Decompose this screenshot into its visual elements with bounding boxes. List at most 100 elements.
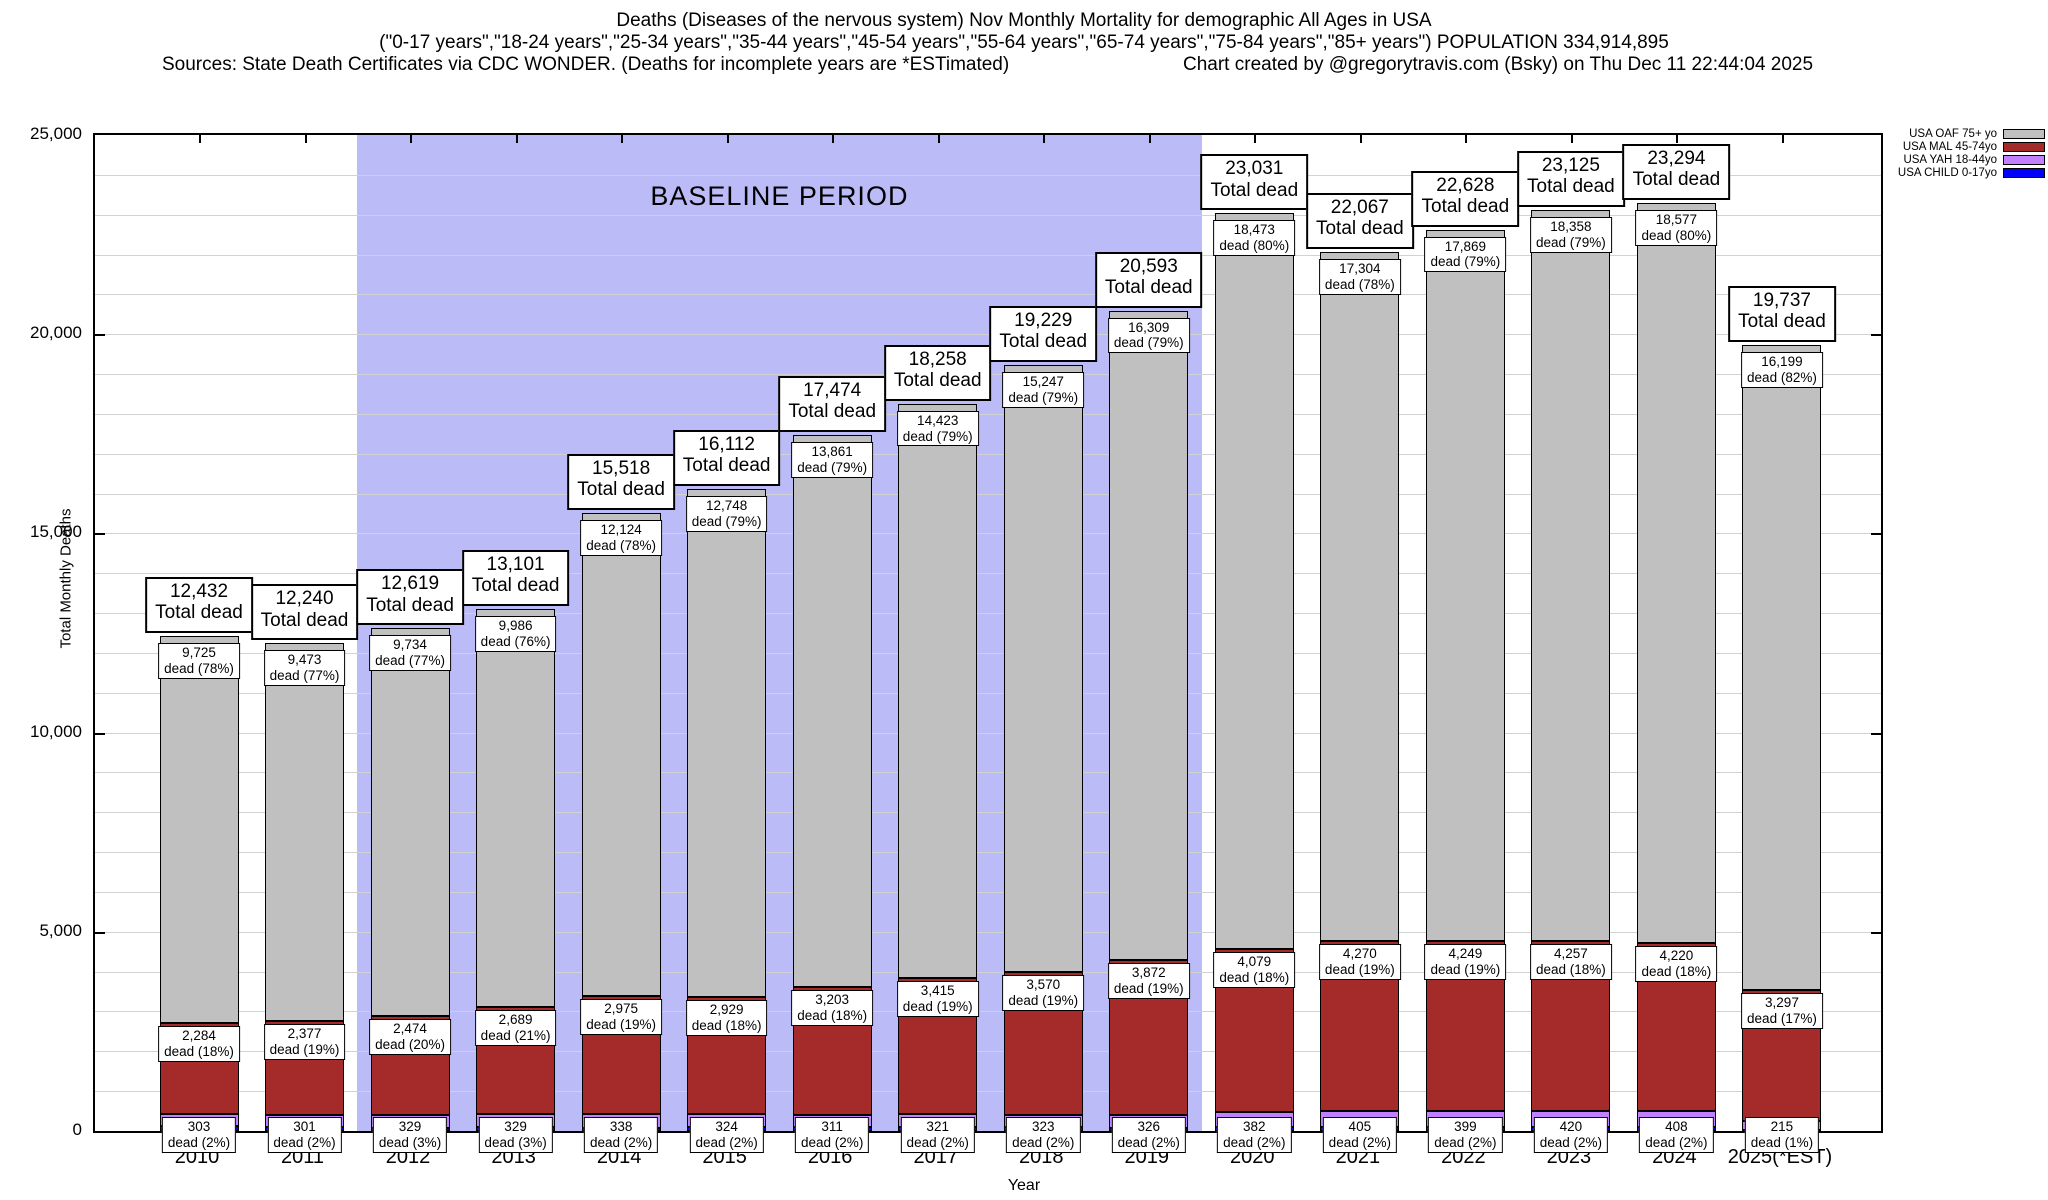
gridline — [95, 533, 1881, 535]
oaf-segment-label-value: 18,577 — [1655, 211, 1698, 227]
yah-segment-label-pct: dead (2%) — [1539, 1134, 1603, 1150]
gridline — [95, 573, 1881, 575]
total-dead-value: 18,258 — [908, 348, 967, 370]
yah-segment-label-pct: dead (1%) — [1750, 1134, 1814, 1150]
total-dead-value: 20,593 — [1119, 255, 1178, 277]
gridline — [95, 294, 1881, 296]
oaf-segment-label: 17,869 dead (79%) — [1424, 236, 1507, 273]
chart-sources-note: Sources: State Death Certificates via CD… — [162, 54, 1010, 75]
oaf-segment-label-value: 18,358 — [1550, 218, 1592, 234]
mal-segment-label: 4,249 dead (19%) — [1424, 944, 1507, 981]
yah-segment-label-value: 382 — [1243, 1119, 1266, 1134]
oaf-segment-label: 16,309 dead (79%) — [1107, 317, 1190, 354]
gridline — [95, 453, 1881, 455]
yah-segment-label-value: 323 — [1031, 1119, 1055, 1134]
bar-segment-oaf-75plus — [476, 609, 556, 1007]
x-axis-title: Year — [1007, 1177, 1041, 1194]
top-border-tick — [199, 135, 201, 143]
yah-segment-label-pct: dead (2%) — [695, 1134, 758, 1150]
total-dead-label: 15,518 Total dead — [567, 453, 675, 510]
total-dead-text: Total dead — [366, 594, 454, 616]
mal-segment-label-pct: dead (20%) — [375, 1036, 445, 1052]
oaf-segment-label-value: 17,869 — [1444, 238, 1487, 254]
yah-segment-label-value: 303 — [187, 1119, 211, 1134]
oaf-segment-label-value: 17,304 — [1339, 260, 1381, 276]
gridline — [95, 214, 1881, 216]
mal-segment-label-value: 4,270 — [1342, 946, 1377, 962]
yah-segment-label-value: 321 — [926, 1119, 949, 1134]
y-axis-tick — [95, 334, 105, 337]
oaf-segment-label-pct: dead (80%) — [1641, 227, 1712, 243]
total-dead-text: Total dead — [1315, 218, 1404, 240]
total-dead-value: 23,125 — [1541, 154, 1600, 176]
oaf-segment-label-value: 13,861 — [811, 443, 853, 459]
yah-segment-label-value: 329 — [504, 1119, 527, 1134]
chart-title-line2: ("0-17 years","18-24 years","25-34 years… — [379, 32, 1669, 53]
bar-segment-oaf-75plus — [898, 403, 978, 979]
mal-segment-label-pct: dead (18%) — [164, 1044, 234, 1060]
oaf-segment-label-value: 9,734 — [393, 637, 427, 653]
legend-row: USA YAH 18-44yo — [1898, 153, 2045, 166]
yah-segment-label-pct: dead (2%) — [1117, 1134, 1180, 1150]
yah-segment-label-pct: dead (3%) — [484, 1134, 547, 1150]
mal-segment-label-value: 2,377 — [287, 1025, 322, 1041]
total-dead-text: Total dead — [1632, 169, 1721, 191]
oaf-segment-label-pct: dead (79%) — [691, 514, 762, 530]
yah-segment-label-value: 408 — [1665, 1119, 1688, 1134]
mal-segment-label-pct: dead (18%) — [1219, 970, 1290, 986]
total-dead-value: 19,229 — [1014, 309, 1073, 331]
baseline-period-label: BASELINE PERIOD — [650, 181, 909, 211]
oaf-segment-label: 9,473 dead (77%) — [263, 650, 346, 687]
mal-segment-label-pct: dead (19%) — [1430, 962, 1501, 978]
yah-segment-label-value: 405 — [1348, 1119, 1372, 1134]
mal-segment-label: 2,975 dead (19%) — [580, 998, 663, 1035]
oaf-segment-label: 18,577 dead (80%) — [1635, 209, 1718, 246]
mal-segment-label-pct: dead (19%) — [1324, 962, 1395, 978]
mal-segment-label-value: 2,975 — [604, 1000, 639, 1016]
mal-segment-label-value: 4,079 — [1237, 954, 1272, 970]
mal-segment-label-value: 4,220 — [1659, 948, 1694, 964]
oaf-segment-label-value: 9,986 — [498, 618, 533, 634]
legend-row: USA OAF 75+ yo — [1898, 127, 2045, 140]
gridline — [95, 493, 1881, 495]
bar-segment-oaf-75plus — [265, 643, 345, 1021]
oaf-segment-label-pct: dead (80%) — [1219, 238, 1290, 254]
yah-segment-label: 326 dead (2%) — [1111, 1117, 1186, 1153]
oaf-segment-label-pct: dead (79%) — [797, 459, 868, 475]
bar-segment-oaf-75plus — [1109, 310, 1189, 961]
oaf-segment-label-value: 12,748 — [705, 498, 748, 514]
yah-segment-label-value: 324 — [715, 1119, 738, 1134]
legend-label: USA CHILD 0-17yo — [1897, 166, 1997, 179]
legend-swatch-icon — [2003, 141, 2045, 152]
mal-segment-label-value: 3,570 — [1026, 977, 1061, 993]
yah-segment-label: 311 dead (2%) — [795, 1117, 870, 1153]
yah-segment-label-pct: dead (3%) — [378, 1134, 442, 1150]
y-axis-tick-mirror — [1871, 334, 1881, 337]
total-dead-label: 16,112 Total dead — [672, 430, 781, 487]
yah-segment-label: 329 dead (3%) — [478, 1117, 553, 1153]
total-dead-text: Total dead — [1738, 310, 1826, 332]
mal-segment-label-pct: dead (19%) — [586, 1016, 657, 1032]
total-dead-label: 12,240 Total dead — [250, 584, 359, 641]
gridline — [95, 613, 1881, 615]
yah-segment-label: 321 dead (2%) — [900, 1117, 975, 1153]
oaf-segment-label-pct: dead (79%) — [1430, 254, 1501, 270]
yah-segment-label: 323 dead (2%) — [1006, 1117, 1081, 1153]
yah-segment-label-pct: dead (2%) — [1645, 1134, 1708, 1150]
y-axis-tick-label: 15,000 — [30, 522, 82, 542]
total-dead-value: 15,518 — [592, 457, 651, 479]
total-dead-label: 23,125 Total dead — [1517, 150, 1625, 207]
top-border-tick — [621, 135, 624, 143]
oaf-segment-label-pct: dead (79%) — [902, 428, 973, 444]
mal-segment-label: 3,203 dead (18%) — [791, 990, 874, 1026]
y-axis-tick-label: 5,000 — [39, 920, 82, 940]
bar-segment-oaf-75plus — [581, 512, 661, 996]
oaf-segment-label-pct: dead (82%) — [1747, 369, 1817, 385]
yah-segment-label-value: 326 — [1137, 1119, 1161, 1134]
top-border-tick — [1570, 135, 1573, 143]
oaf-segment-label: 13,861 dead (79%) — [791, 441, 874, 478]
mal-segment-label: 2,929 dead (18%) — [685, 999, 768, 1036]
gridline — [95, 772, 1881, 774]
mal-segment-label: 3,297 dead (17%) — [1741, 993, 1823, 1029]
oaf-segment-label-pct: dead (79%) — [1535, 234, 1606, 250]
